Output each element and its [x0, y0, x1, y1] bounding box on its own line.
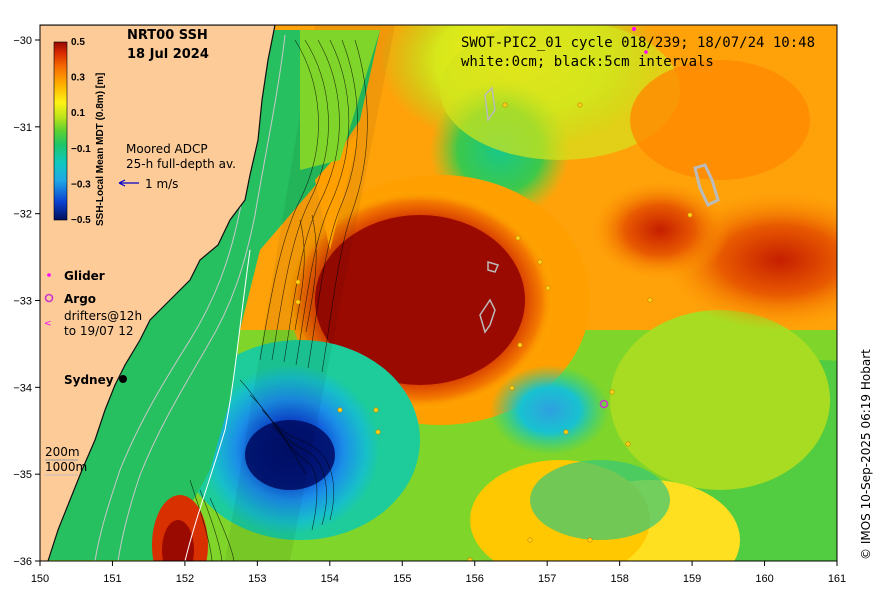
y-tick-label: −35	[13, 469, 32, 481]
ssh-field	[40, 25, 837, 561]
x-tick-label: 151	[103, 573, 121, 585]
x-tick-label: 156	[466, 573, 484, 585]
isobath-1000-label: 1000m	[45, 460, 87, 474]
y-tick-label: −30	[13, 35, 32, 47]
glider-marker	[644, 50, 648, 54]
drifter-dots	[295, 102, 693, 561]
x-axis: 150 151 152 153 154 155 156 157 158 159 160 161	[31, 561, 846, 585]
colorbar-tick-label: 0.1	[71, 108, 85, 119]
y-tick-label: −36	[13, 556, 32, 568]
y-tick-label: −33	[13, 296, 32, 308]
product-title: NRT00 SSH	[127, 28, 208, 43]
y-tick-label: −31	[13, 122, 32, 134]
y-axis: −30 −31 −32 −33 −34 −35 −36	[13, 35, 40, 568]
islands	[479, 86, 720, 334]
sydney-marker-icon	[119, 375, 127, 383]
colorbar-scale	[53, 41, 68, 221]
glider-legend: Glider	[64, 269, 105, 283]
x-tick-label: 159	[683, 573, 701, 585]
glider-icon	[47, 273, 51, 277]
x-tick-label: 160	[755, 573, 773, 585]
x-tick-label: 157	[538, 573, 556, 585]
x-tick-label: 154	[321, 573, 339, 585]
drifters-legend-line2: to 19/07 12	[64, 324, 134, 338]
adcp-legend-line2: 25-h full-depth av.	[126, 157, 236, 171]
colorbar-tick-label: −0.1	[71, 144, 91, 155]
city-label: Sydney	[64, 373, 114, 387]
adcp-legend-line1: Moored ADCP	[126, 142, 208, 156]
map-frame	[39, 24, 838, 562]
x-tick-label: 161	[828, 573, 846, 585]
x-tick-label: 152	[176, 573, 194, 585]
colorbar-tick-label: 0.3	[71, 73, 85, 84]
colorbar: 0.5 0.3 0.1 −0.1 −0.3 −0.5 SSH-Local Mean MDT…	[53, 37, 106, 226]
colorbar-tick-label: −0.5	[71, 215, 91, 226]
x-tick-label: 158	[610, 573, 628, 585]
credit-label: © IMOS 10-Sep-2025 06:19 Hobart	[859, 349, 873, 560]
isobath-200-label: 200m	[45, 445, 80, 459]
velocity-arrow-icon	[118, 179, 139, 187]
argo-legend: Argo	[64, 292, 96, 306]
x-tick-label: 153	[248, 573, 266, 585]
argo-marker	[599, 399, 609, 409]
colorbar-label: SSH-Local Mean MDT (0.8m) [m]	[95, 73, 106, 226]
glider-marker	[632, 27, 636, 31]
y-tick-label: −32	[13, 209, 32, 221]
x-tick-label: 155	[393, 573, 411, 585]
x-tick-label: 150	[31, 573, 49, 585]
swot-contour-legend: white:0cm; black:5cm intervals	[461, 54, 714, 70]
map-date: 18 Jul 2024	[127, 47, 209, 62]
swot-pass-label: SWOT-PIC2_01 cycle 018/239; 18/07/24 10:…	[461, 35, 815, 51]
y-tick-label: −34	[13, 382, 32, 394]
drifter-icon: <	[44, 319, 52, 329]
argo-icon	[44, 293, 54, 303]
drifters-legend-line1: drifters@12h	[64, 309, 142, 323]
colorbar-tick-label: −0.3	[71, 179, 91, 190]
colorbar-tick-label: 0.5	[71, 37, 85, 48]
velocity-scale-label: 1 m/s	[145, 177, 178, 191]
